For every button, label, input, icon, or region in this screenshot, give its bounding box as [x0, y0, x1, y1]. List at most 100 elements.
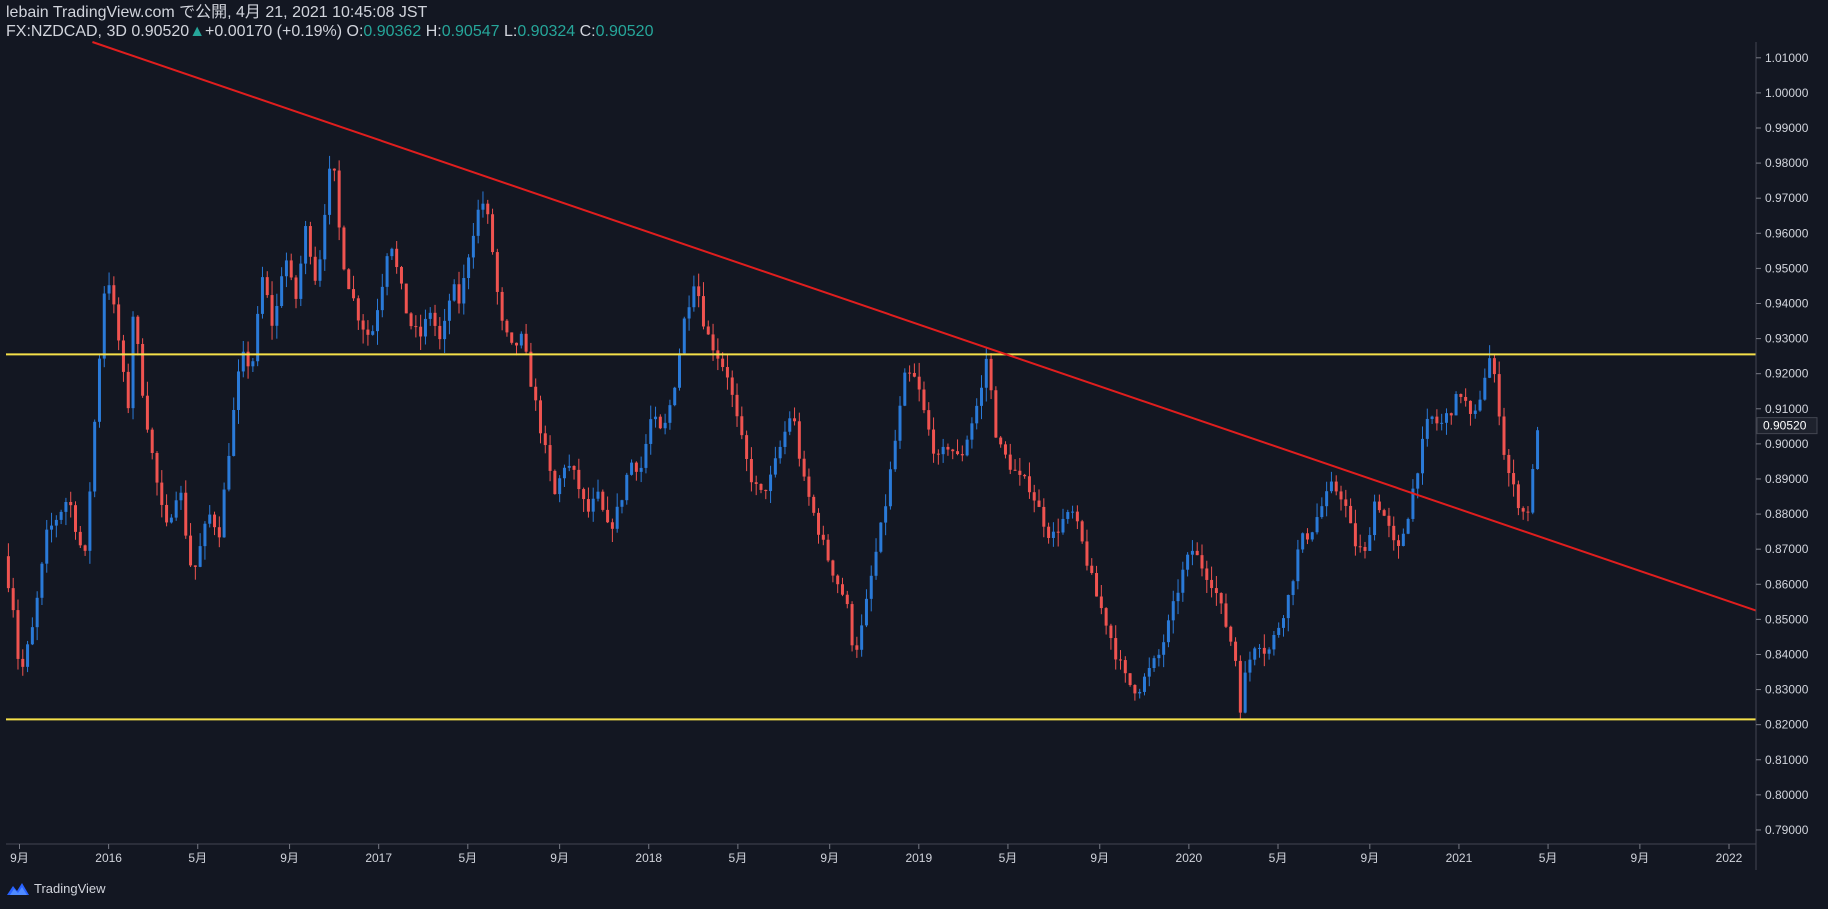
price-tick-label: 0.82000: [1765, 718, 1809, 732]
candle-body: [227, 455, 231, 490]
price-tick-label: 0.91000: [1765, 402, 1809, 416]
candle-body: [1085, 541, 1089, 566]
candle-body: [1166, 620, 1170, 643]
candle-body: [193, 565, 197, 567]
candle-body: [443, 320, 447, 340]
price-tick-label: 0.85000: [1765, 612, 1809, 626]
candle-body: [299, 263, 303, 299]
candle-body: [1200, 555, 1204, 569]
candle-body: [831, 560, 835, 576]
candle-body: [567, 465, 571, 468]
candle-body: [1262, 647, 1266, 654]
candle-body: [534, 386, 538, 401]
candle-body: [1157, 654, 1161, 659]
candle-body: [1368, 535, 1372, 551]
candle-body: [1488, 358, 1492, 378]
price-tick-label: 0.81000: [1765, 753, 1809, 767]
candle-body: [395, 248, 399, 268]
time-tick-label: 2017: [365, 851, 392, 865]
candle-body: [1051, 531, 1055, 538]
candle-body: [112, 285, 116, 305]
candle-body: [860, 625, 864, 650]
candle-body: [817, 512, 821, 535]
candle-body: [994, 390, 998, 438]
candle-body: [754, 482, 758, 484]
candle-body: [1281, 618, 1285, 628]
candle-body: [965, 439, 969, 456]
candle-body: [749, 458, 753, 483]
candle-body: [1119, 659, 1123, 661]
candle-body: [1435, 416, 1439, 424]
candle-body: [59, 511, 63, 520]
candle-body: [78, 531, 82, 546]
publish-line: lebain TradingView.com で公開, 4月 21, 2021 …: [6, 4, 428, 21]
candle-body: [428, 312, 432, 319]
candle-body: [845, 594, 849, 605]
candle-body: [1142, 676, 1146, 692]
candle-body: [984, 358, 988, 388]
candle-body: [1344, 499, 1348, 506]
candle-body: [1128, 673, 1132, 686]
candle-body: [35, 597, 39, 628]
candle-body: [778, 446, 782, 459]
candle-body: [21, 658, 25, 667]
time-tick-label: 9月: [550, 851, 569, 865]
candle-body: [1536, 430, 1540, 470]
candle-body: [1123, 660, 1127, 674]
candle-body: [69, 501, 73, 506]
time-axis[interactable]: 9月 2016 5月 9月 2017 5月 9月 2018 5月 9月 2019 5月 9月 2020 5月…: [10, 844, 1743, 865]
descending-trendline[interactable]: [92, 41, 1757, 612]
candle-body: [1358, 546, 1362, 548]
candle-body: [136, 316, 140, 344]
candle-body: [328, 168, 332, 215]
candle-body: [1406, 518, 1410, 534]
candle-body: [764, 489, 768, 492]
candle-body: [1440, 422, 1444, 424]
candle-body: [1229, 626, 1233, 642]
candle-body: [649, 419, 653, 444]
candle-body: [941, 446, 945, 455]
candle-body: [1416, 473, 1420, 489]
candle-body: [452, 284, 456, 301]
time-tick-label: 2021: [1446, 851, 1473, 865]
candle-body: [586, 499, 590, 512]
candle-body: [706, 326, 710, 335]
time-tick-label: 2018: [635, 851, 662, 865]
candle-body: [376, 310, 380, 332]
candle-body: [922, 389, 926, 411]
candle-body: [1253, 648, 1257, 660]
candle-body: [256, 313, 260, 362]
candle-body: [241, 351, 245, 372]
candle-body: [1147, 667, 1151, 677]
candle-body: [294, 277, 298, 299]
candle-body: [654, 416, 658, 420]
candle-body: [1387, 515, 1391, 526]
candle-body: [404, 283, 408, 314]
candle-body: [548, 445, 552, 471]
candle-body: [107, 285, 111, 294]
price-tick-label: 1.00000: [1765, 86, 1809, 100]
candle-body: [979, 387, 983, 406]
price-tick-label: 0.96000: [1765, 226, 1809, 240]
candle-body: [515, 342, 519, 346]
candle-body: [117, 304, 121, 341]
candle-body: [797, 421, 801, 459]
candle-body: [1042, 506, 1046, 527]
candle-body: [1008, 454, 1012, 470]
time-tick-label: 9月: [280, 851, 299, 865]
candle-body: [16, 610, 20, 659]
candle-body: [1080, 521, 1084, 542]
candle-body: [1397, 540, 1401, 546]
candle-body: [217, 527, 221, 538]
candle-body: [1099, 596, 1103, 609]
candle-body: [1267, 649, 1271, 654]
candle-body: [989, 358, 993, 391]
candle-body: [1497, 374, 1501, 417]
price-axis[interactable]: 0.79000 0.80000 0.81000 0.82000 0.83000 0.840…: [1756, 51, 1809, 837]
candle-body: [946, 446, 950, 450]
price-tick-label: 0.83000: [1765, 683, 1809, 697]
time-tick-label: 5月: [1269, 851, 1288, 865]
drawings-layer[interactable]: [6, 41, 1757, 721]
candle-body: [289, 260, 293, 278]
